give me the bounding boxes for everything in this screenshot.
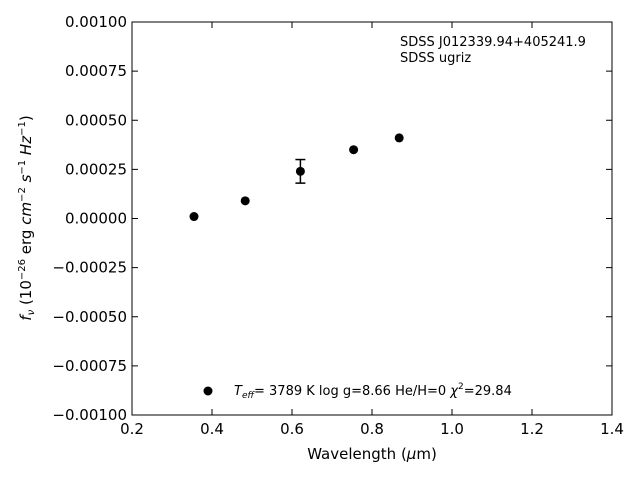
data-point [295,166,305,176]
x-axis-label: Wavelength (μm) [307,445,437,463]
legend-marker [203,386,213,396]
legend-entry: Teff= 3789 K log g=8.66 He/H=0 χ2=29.84 [234,382,512,401]
x-tick-label: 1.0 [440,420,464,438]
x-tick-label: 0.6 [280,420,304,438]
y-tick-label: 0.00000 [65,210,127,228]
y-tick-label: 0.00050 [65,111,127,129]
y-axis-label: fν (10−26 erg cm−2 s−1 Hz−1) [17,115,37,320]
x-tick-label: 1.4 [600,420,624,438]
annotation-object-name: SDSS J012339.94+405241.9 [400,35,586,50]
data-point [394,133,404,143]
data-point [240,196,250,206]
plot-area [131,21,613,416]
y-tick-label: 0.00075 [65,62,127,80]
data-series [189,133,404,222]
y-axis-ticks: 0.00100 0.00075 0.00050 0.00025 0.00000 −0.00… [52,13,612,424]
data-point [349,145,359,155]
y-tick-label: −0.00025 [52,259,127,277]
y-tick-label: −0.00100 [52,406,127,424]
x-tick-label: 0.2 [120,420,144,438]
x-tick-label: 1.2 [520,420,544,438]
x-axis-ticks: 0.2 0.4 0.6 0.8 1.0 1.2 1.4 [120,22,624,438]
x-tick-label: 0.4 [200,420,224,438]
annotation-filter-set: SDSS ugriz [400,51,471,66]
y-tick-label: −0.00075 [52,357,127,375]
y-tick-label: 0.00100 [65,13,127,31]
y-tick-label: 0.00025 [65,160,127,178]
data-point [189,212,199,222]
x-tick-label: 0.8 [360,420,384,438]
y-tick-label: −0.00050 [52,308,127,326]
